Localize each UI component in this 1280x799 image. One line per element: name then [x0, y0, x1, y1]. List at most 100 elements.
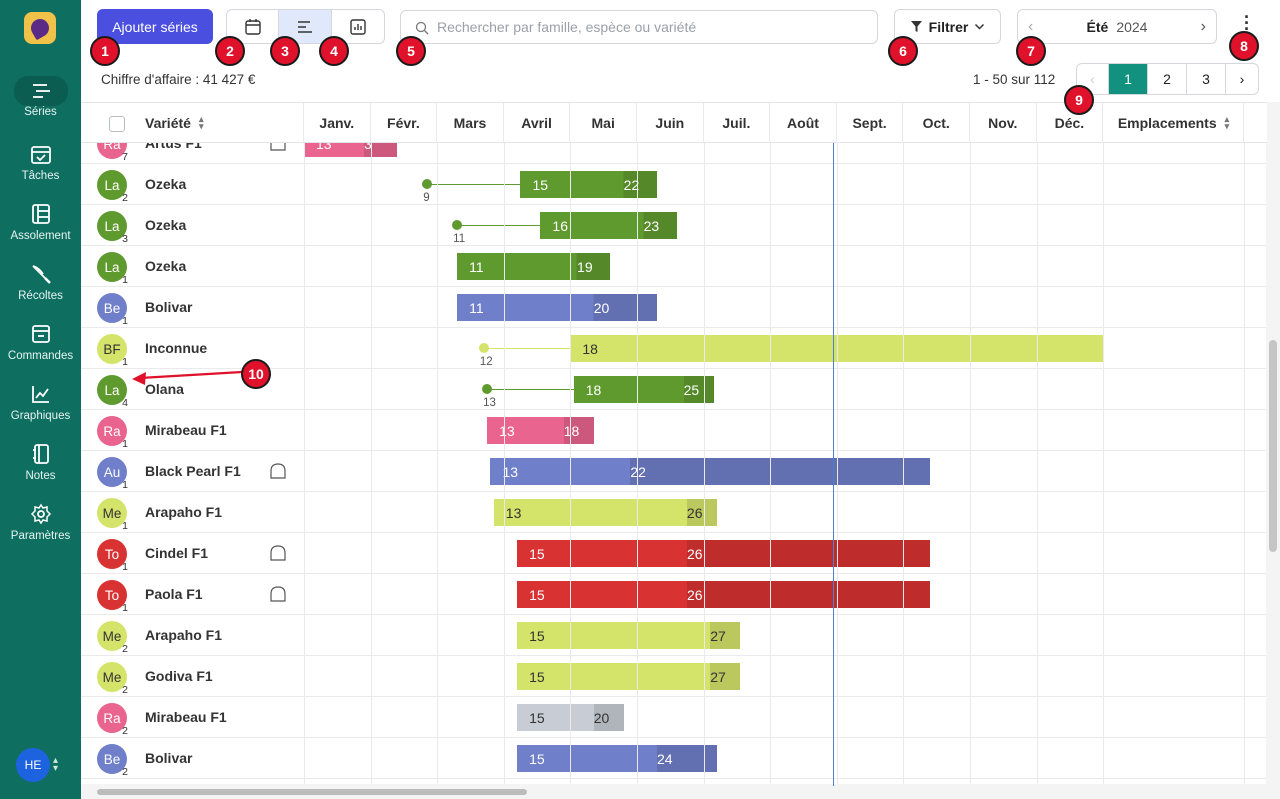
app-logo[interactable] — [24, 12, 56, 44]
variety-name[interactable]: Olana — [145, 381, 184, 397]
series-bar[interactable]: 11 19 — [457, 253, 611, 280]
crop-avatar[interactable]: To 1 — [97, 539, 128, 573]
variety-name[interactable]: Mirabeau F1 — [145, 422, 227, 438]
chart-view-button[interactable] — [332, 10, 384, 43]
variety-name[interactable]: Ozeka — [145, 176, 187, 192]
next-season-icon[interactable]: › — [1200, 17, 1206, 35]
variety-name[interactable]: Paola F1 — [145, 586, 203, 602]
prev-season-icon[interactable]: ‹ — [1028, 17, 1034, 35]
crop-avatar[interactable]: Ra 2 — [97, 703, 128, 737]
variety-name[interactable]: Ozeka — [145, 258, 187, 274]
variety-name[interactable]: Godiva F1 — [145, 668, 213, 684]
table-row[interactable]: Ra 1 Mirabeau F1 13 18 — [81, 410, 1267, 451]
series-bar[interactable]: 15 26 — [517, 540, 931, 567]
variety-name[interactable]: Bolivar — [145, 750, 193, 766]
crop-avatar[interactable]: Be 2 — [97, 744, 128, 778]
crop-avatar[interactable]: To 1 — [97, 580, 128, 614]
horizontal-scrollbar[interactable] — [81, 784, 1280, 799]
calendar-view-button[interactable] — [227, 10, 280, 43]
crop-avatar[interactable]: La 2 — [97, 170, 128, 204]
page-3-button[interactable]: 3 — [1187, 64, 1226, 94]
sidebar-item-assolement[interactable]: Assolement — [0, 198, 81, 254]
series-bar[interactable]: 11 20 — [457, 294, 657, 321]
table-row[interactable]: To 1 Cindel F1 15 26 — [81, 533, 1267, 574]
sidebar-item-paramètres[interactable]: Paramètres — [0, 498, 81, 554]
table-row[interactable]: La 3 Ozeka 11 16 23 — [81, 205, 1267, 246]
page-2-button[interactable]: 2 — [1148, 64, 1187, 94]
sidebar-item-séries[interactable]: Séries — [0, 76, 81, 132]
series-count: 2 — [122, 192, 128, 204]
horizontal-scroll-thumb[interactable] — [97, 789, 527, 795]
sidebar-item-graphiques[interactable]: Graphiques — [0, 378, 81, 434]
table-row[interactable]: Au 1 Black Pearl F1 13 22 — [81, 451, 1267, 492]
table-row[interactable]: Ra 2 Mirabeau F1 15 20 — [81, 697, 1267, 738]
variety-name[interactable]: Bolivar — [145, 299, 193, 315]
series-bar[interactable]: 15 22 — [520, 171, 657, 198]
chevron-updown-icon[interactable]: ▴ ▾ — [53, 755, 59, 774]
sidebar-item-tâches[interactable]: Tâches — [0, 138, 81, 194]
variety-name[interactable]: Arapaho F1 — [145, 504, 223, 520]
table-row[interactable]: La 4 Olana 13 18 25 — [81, 369, 1267, 410]
sort-icon[interactable]: ▴ ▾ — [1224, 114, 1230, 131]
table-row[interactable]: BF 1 Inconnue 12 18 — [81, 328, 1267, 369]
variety-name[interactable]: Black Pearl F1 — [145, 463, 241, 479]
crop-avatar[interactable]: La 3 — [97, 211, 128, 245]
annotation-badge: 1 — [90, 36, 120, 66]
variety-name[interactable]: Arapaho F1 — [145, 627, 223, 643]
series-bar[interactable]: 13 18 — [487, 417, 594, 444]
series-bar[interactable]: 16 23 — [540, 212, 677, 239]
series-bar[interactable]: 15 24 — [517, 745, 717, 772]
series-bar[interactable]: 13 22 — [490, 458, 931, 485]
series-bar[interactable]: 13 26 — [493, 499, 717, 526]
table-row[interactable]: Be 2 Bolivar 15 24 — [81, 738, 1267, 779]
user-avatar[interactable]: HE — [16, 748, 50, 782]
table-row[interactable]: To 1 Paola F1 15 26 — [81, 574, 1267, 615]
table-row[interactable]: Me 1 Arapaho F1 13 26 — [81, 492, 1267, 533]
harvest-week-label: 20 — [593, 710, 610, 726]
prev-page-icon[interactable]: ‹ — [1077, 64, 1109, 94]
crop-avatar[interactable]: La 1 — [97, 252, 128, 286]
table-row[interactable]: La 2 Ozeka 9 15 22 — [81, 164, 1267, 205]
table-row[interactable]: Me 2 Godiva F1 15 27 — [81, 656, 1267, 697]
variety-name[interactable]: Mirabeau F1 — [145, 709, 227, 725]
table-row[interactable]: Me 2 Arapaho F1 15 27 — [81, 615, 1267, 656]
table-row[interactable]: La 1 Ozeka 11 19 — [81, 246, 1267, 287]
crop-avatar[interactable]: Ra 1 — [97, 416, 128, 450]
harvest-week-label: 27 — [710, 669, 726, 685]
variety-column-header[interactable]: Variété ▴ ▾ — [81, 103, 304, 143]
series-bar[interactable]: 15 26 — [517, 581, 931, 608]
crop-avatar[interactable]: BF 1 — [97, 334, 128, 368]
crop-avatar[interactable]: Be 1 — [97, 293, 128, 327]
series-bar[interactable]: 18 25 — [573, 376, 714, 403]
table-row[interactable]: Be 1 Bolivar 11 20 — [81, 287, 1267, 328]
select-all-checkbox[interactable] — [109, 116, 125, 132]
variety-name[interactable]: Inconnue — [145, 340, 208, 356]
vertical-scrollbar[interactable] — [1266, 102, 1280, 784]
crop-avatar[interactable]: La 4 — [97, 375, 128, 409]
search-input[interactable] — [437, 19, 837, 35]
variety-name[interactable]: Ozeka — [145, 217, 187, 233]
series-bar[interactable]: 15 27 — [517, 663, 741, 690]
page-1-button[interactable]: 1 — [1109, 64, 1148, 94]
add-series-button[interactable]: Ajouter séries — [97, 9, 213, 44]
timeline-view-button[interactable] — [279, 10, 332, 43]
crop-avatar[interactable]: Me 1 — [97, 498, 128, 532]
next-page-icon[interactable]: › — [1239, 71, 1245, 87]
locations-column-header[interactable]: Emplacements ▴ ▾ — [1104, 103, 1244, 143]
crop-avatar[interactable]: Me 2 — [97, 621, 128, 655]
crop-avatar[interactable]: Au 1 — [97, 457, 128, 491]
variety-name[interactable]: Cindel F1 — [145, 545, 209, 561]
crop-abbreviation: Me — [102, 669, 122, 685]
filter-button[interactable]: Filtrer — [894, 9, 1001, 44]
series-bar[interactable]: 18 — [570, 335, 1104, 362]
month-header: Oct. — [903, 103, 970, 143]
sidebar-item-notes[interactable]: Notes — [0, 438, 81, 494]
series-bar[interactable]: 15 27 — [517, 622, 741, 649]
sort-icon[interactable]: ▴ ▾ — [198, 114, 204, 131]
sidebar-item-récoltes[interactable]: Récoltes — [0, 258, 81, 314]
more-options-icon[interactable]: · · · — [1244, 7, 1250, 39]
vertical-scroll-thumb[interactable] — [1269, 340, 1277, 552]
sidebar-item-commandes[interactable]: Commandes — [0, 318, 81, 374]
series-bar[interactable]: 15 20 — [517, 704, 624, 731]
crop-avatar[interactable]: Me 2 — [97, 662, 128, 696]
